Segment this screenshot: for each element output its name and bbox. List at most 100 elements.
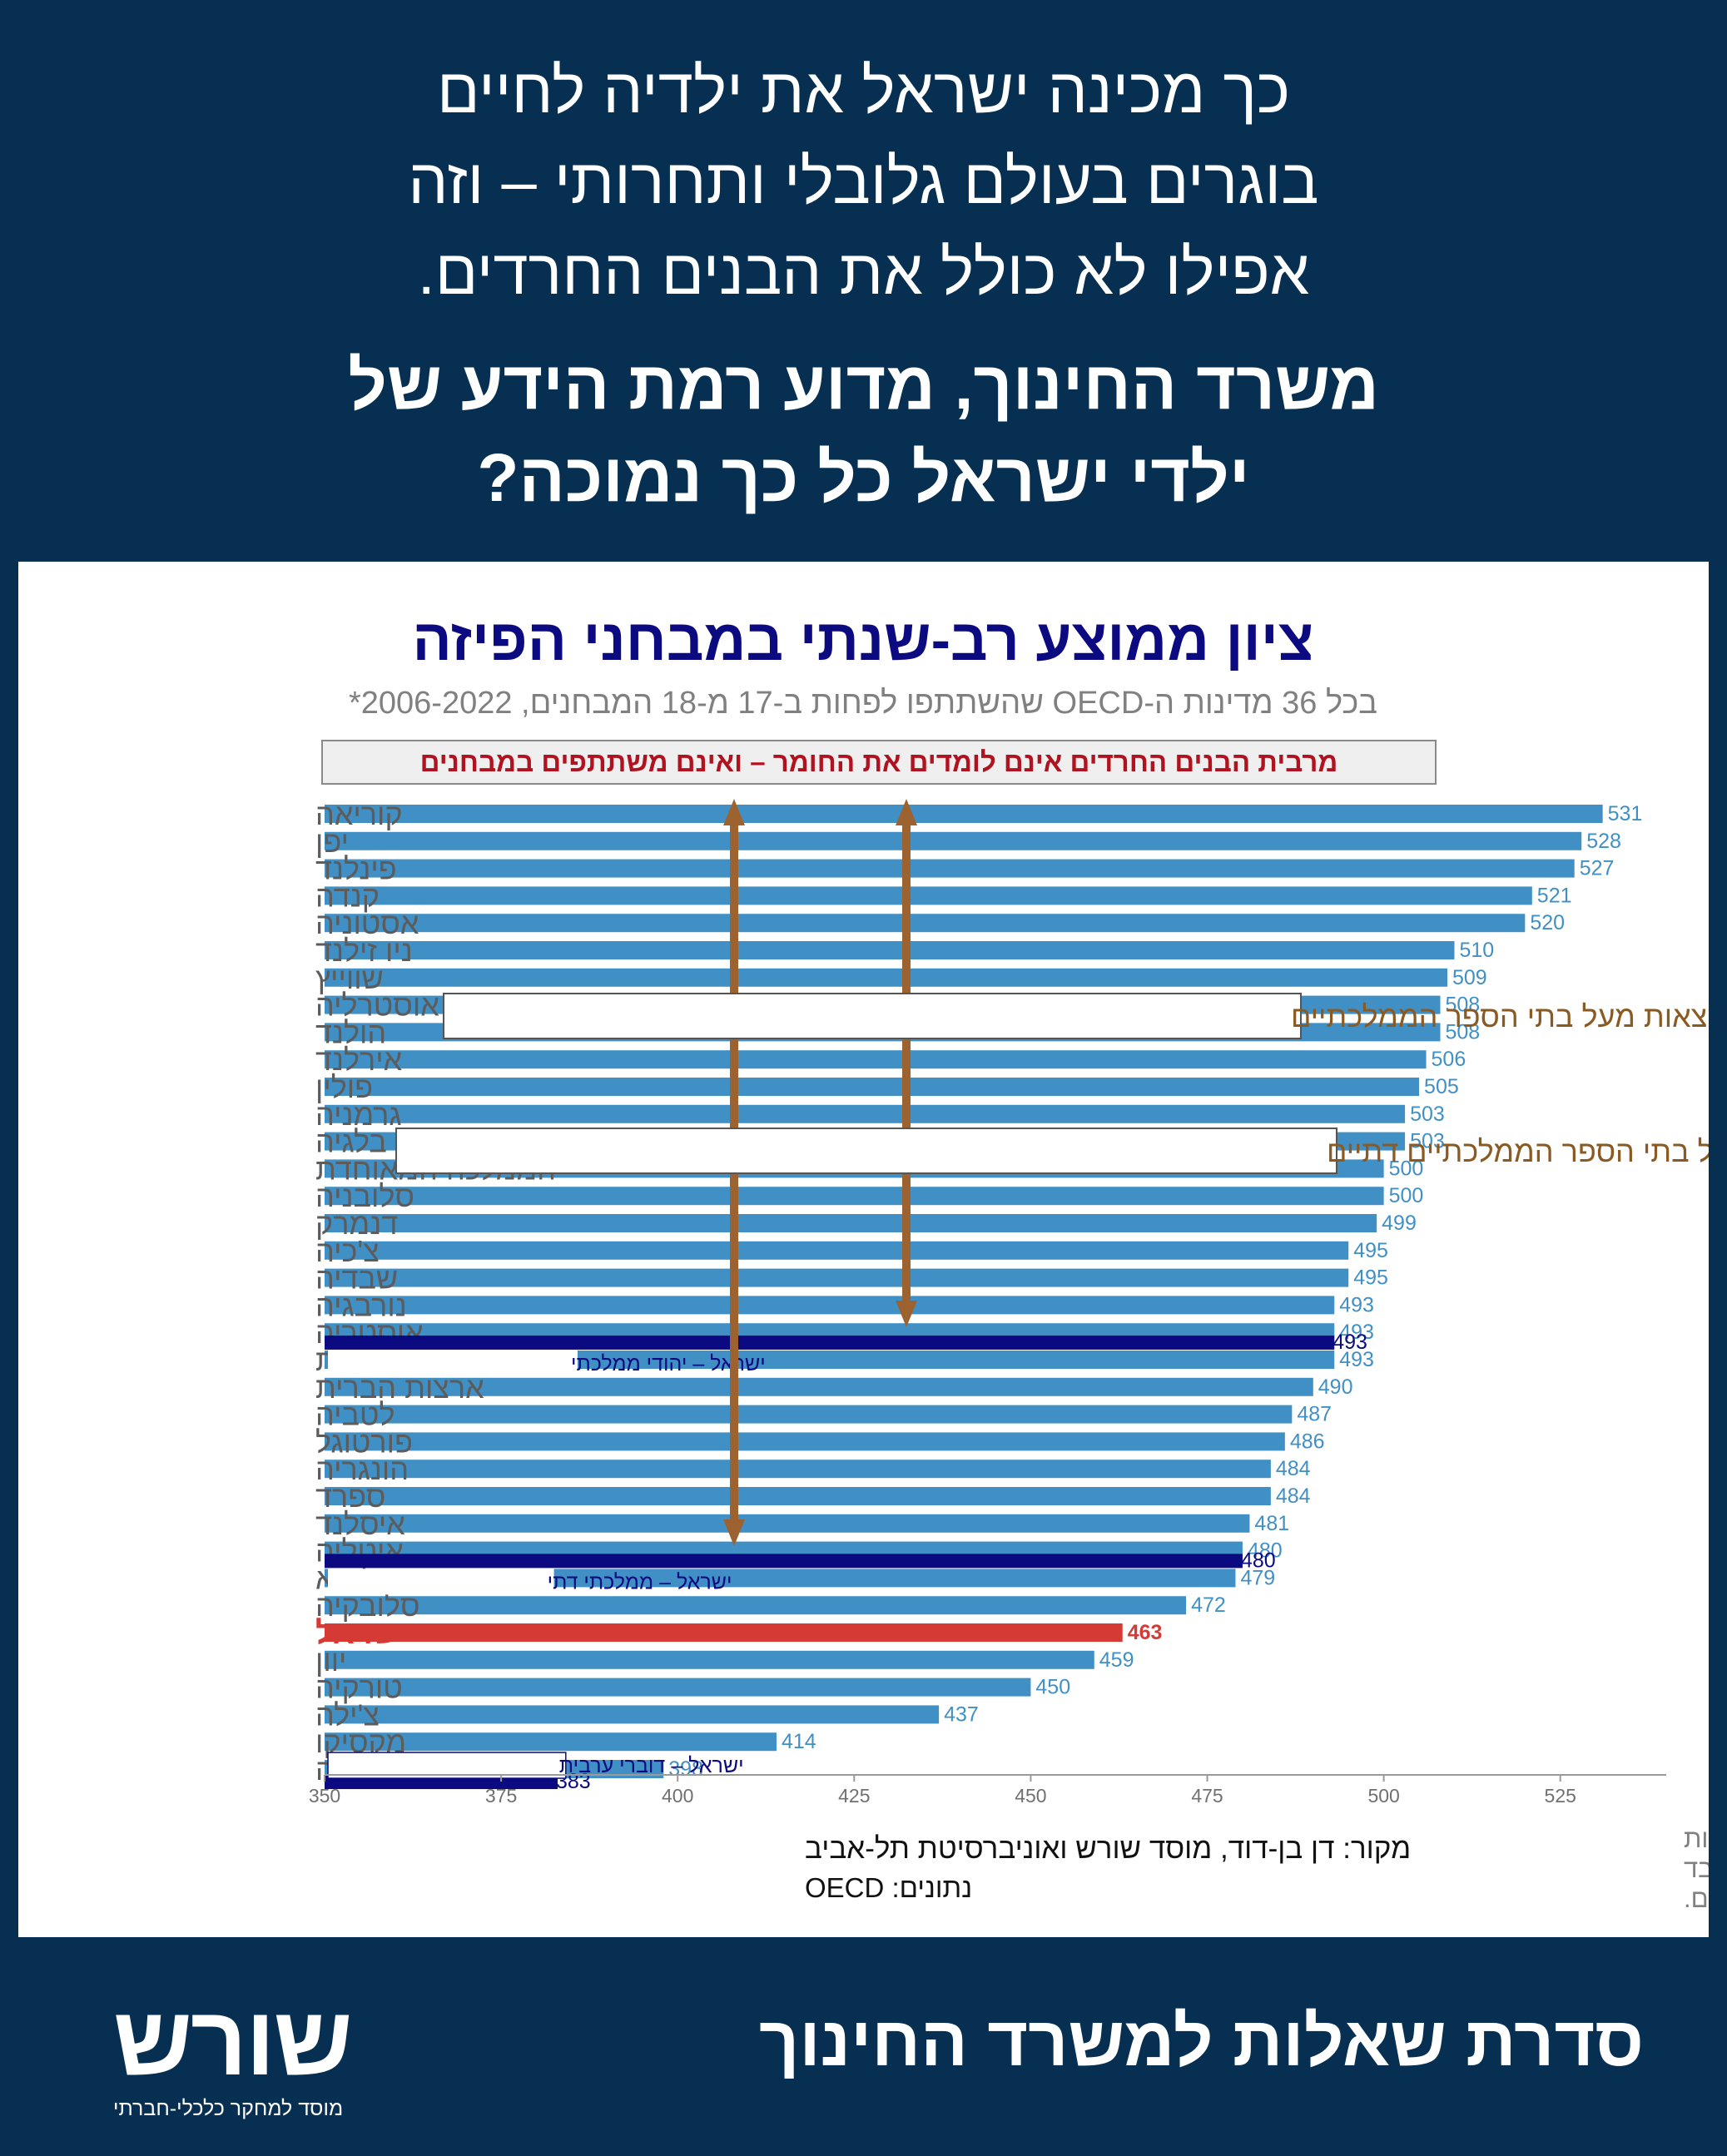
value-label: 437 <box>944 1702 979 1726</box>
country-label: פורטוגל <box>315 1425 413 1459</box>
country-label: שווייץ <box>315 961 384 995</box>
country-label: יפן <box>315 825 349 859</box>
value-label: 510 <box>1459 939 1494 962</box>
value-label: 450 <box>1035 1676 1070 1699</box>
source-line-2: נתונים: OECD <box>805 1872 972 1903</box>
source-line-1: מקור: דן בן-דוד, מוסד שורש ואוניברסיטת ת… <box>805 1832 1411 1865</box>
country-label: שבדיה <box>315 1261 398 1296</box>
subgroup-label-box <box>327 1752 567 1779</box>
country-label: ספרד <box>315 1479 385 1514</box>
country-label: צ'ילה <box>315 1698 380 1732</box>
country-label: איסלנד <box>315 1507 405 1541</box>
country-label: קוריאה <box>315 797 403 831</box>
arrow-80-head-down <box>723 1519 745 1546</box>
value-label: 531 <box>1608 802 1643 825</box>
country-label: אסטוניה <box>315 906 419 940</box>
country-label: דנמרק <box>315 1207 398 1241</box>
value-label: 527 <box>1580 857 1615 880</box>
bar <box>325 968 1447 987</box>
subgroup-label: ישראל – ממלכתי דתי <box>548 1570 732 1593</box>
bar <box>325 1705 940 1724</box>
subgroup-bar <box>325 1335 1335 1350</box>
value-label: 459 <box>1099 1648 1134 1672</box>
country-label: ישראל <box>315 1616 408 1651</box>
value-label: 463 <box>1128 1621 1163 1644</box>
subgroup-value: 480 <box>1241 1549 1276 1572</box>
value-label: 484 <box>1276 1484 1311 1508</box>
subgroup-label: ישראל – דוברי ערבית <box>559 1754 744 1777</box>
value-label: 414 <box>782 1730 816 1753</box>
value-label: 493 <box>1339 1321 1374 1344</box>
country-label: יוון <box>315 1643 346 1678</box>
headline-line-1: כך מכינה ישראל את ילדיה לחיים <box>437 56 1290 126</box>
value-label: 521 <box>1537 884 1572 907</box>
value-label: 398 <box>668 1757 703 1781</box>
value-label: 508 <box>1446 994 1481 1017</box>
x-tick-label: 525 <box>1545 1785 1576 1807</box>
country-label: הולנד <box>315 1015 386 1049</box>
chart-panel: ציון ממוצע רב-שנתי במבחני הפיזה בכל 36 מד… <box>18 562 1709 1937</box>
bar <box>325 1050 1427 1069</box>
value-label: 495 <box>1353 1266 1388 1290</box>
x-tick-label: 400 <box>662 1785 693 1807</box>
bar <box>325 1187 1384 1206</box>
bar <box>325 1078 1420 1096</box>
value-label: 528 <box>1586 830 1621 853</box>
logo-subtitle: מוסד למחקר כלכלי-חברתי <box>113 2097 344 2120</box>
value-label: 505 <box>1424 1075 1459 1098</box>
bar <box>325 886 1532 905</box>
annotation-80-text: 80% ממדינות ה-OECD נמצאות מעל בתי הספר ה… <box>1327 1134 1709 1168</box>
country-label: נורבגיה <box>315 1288 407 1322</box>
arrow-80-head-up <box>723 799 745 825</box>
bar <box>325 1678 1031 1697</box>
annotation-57-box <box>443 993 1302 1039</box>
question-line-1: משרד החינוך, מדוע רמת הידע של <box>348 348 1379 424</box>
value-label: 520 <box>1530 911 1565 934</box>
annotation-80-box <box>395 1128 1337 1174</box>
value-label: 486 <box>1290 1430 1325 1453</box>
country-label: צ'כיה <box>315 1234 380 1268</box>
x-tick-label: 350 <box>309 1785 340 1807</box>
value-label: 484 <box>1276 1457 1311 1480</box>
subgroup-label-box <box>328 1350 578 1376</box>
value-label: 503 <box>1410 1103 1445 1126</box>
value-label: 472 <box>1191 1593 1226 1617</box>
country-label: פינלנד <box>315 852 397 886</box>
bar <box>325 1732 777 1752</box>
value-label: 500 <box>1389 1157 1424 1180</box>
bar <box>325 1241 1349 1260</box>
value-label: 481 <box>1254 1512 1289 1535</box>
bar <box>325 1432 1285 1451</box>
x-tick-label: 450 <box>1015 1785 1046 1807</box>
bar <box>325 1514 1250 1533</box>
value-label: 487 <box>1297 1403 1332 1426</box>
country-label: טורקיה <box>315 1671 403 1705</box>
pisa-chart: ציון ממוצע רב-שנתי במבחני הפיזה בכל 36 מד… <box>309 607 1709 1913</box>
bar <box>325 1296 1335 1315</box>
bar <box>325 1650 1094 1669</box>
headline-line-2: בוגרים בעולם גלובלי ותחרותי – וזה <box>408 146 1319 217</box>
bar <box>325 1405 1293 1424</box>
banner-box <box>321 740 1437 785</box>
value-label: 499 <box>1382 1212 1417 1235</box>
subgroup-label-box <box>328 1569 554 1595</box>
headline-line-3: אפילו לא כולל את הבנים החרדים. <box>417 237 1310 308</box>
series-title: סדרת שאלות למשרד החינוך <box>758 2002 1644 2080</box>
question: משרד החינוך, מדוע רמת הידע של ילדי ישראל… <box>0 340 1727 524</box>
shoresh-logo: שורש <box>113 1986 353 2096</box>
x-tick-label: 475 <box>1191 1785 1223 1807</box>
value-label: 503 <box>1410 1130 1445 1153</box>
x-tick-label: 500 <box>1367 1785 1399 1807</box>
bar <box>325 941 1455 959</box>
footnote-line: השתתפו בכל 18 המבחנים שניתנו בשנים 2006-… <box>1684 1854 1709 1883</box>
bar <box>325 1214 1377 1232</box>
arrow-57-head-up <box>896 799 917 825</box>
chart-subtitle: בכל 36 מדינות ה-OECD שהשתתפו לפחות ב-17 … <box>349 686 1377 721</box>
country-label: גרמניה <box>315 1098 402 1132</box>
bar <box>325 1460 1271 1479</box>
arrow-57-head-down <box>896 1301 917 1327</box>
bar <box>325 831 1582 850</box>
bar <box>325 1487 1271 1505</box>
value-label: 493 <box>1339 1293 1374 1316</box>
x-tick-label: 425 <box>838 1785 870 1807</box>
